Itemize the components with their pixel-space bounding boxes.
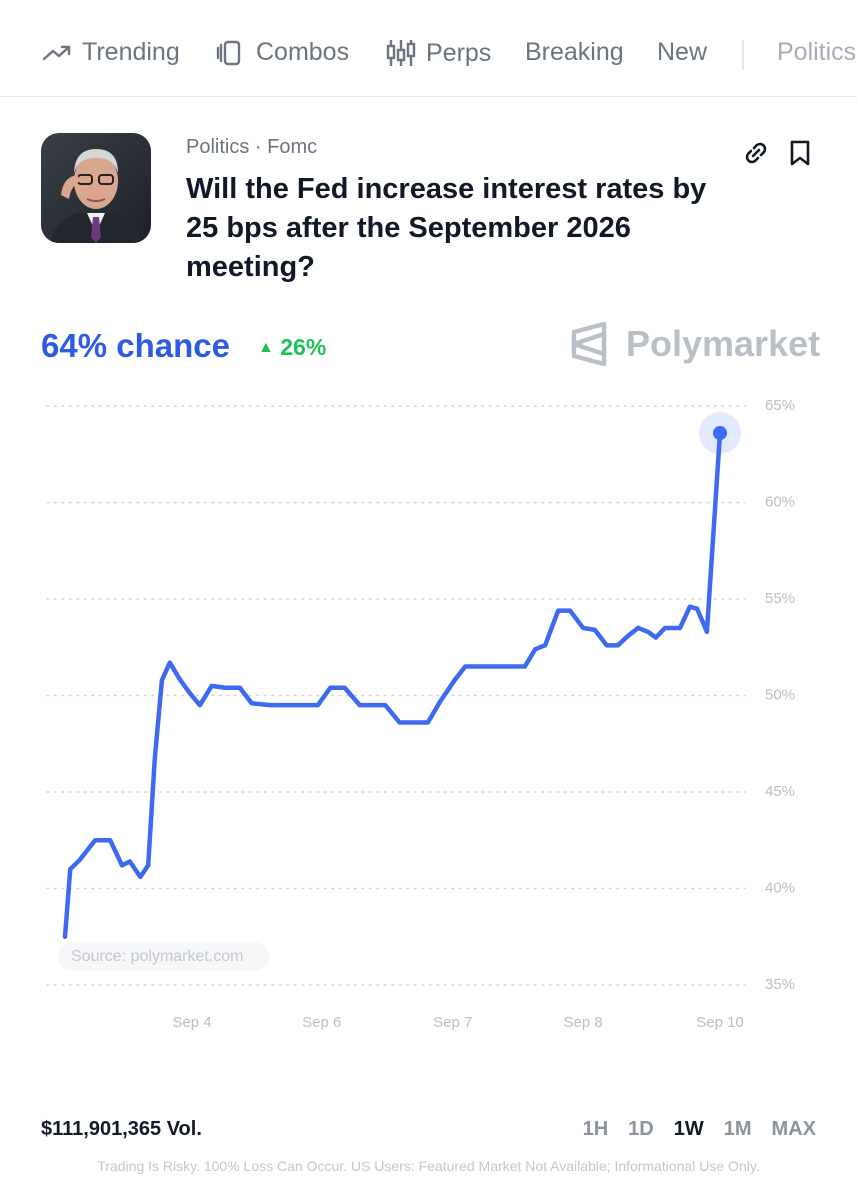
x-tick-label: Sep 7 [433,1014,472,1031]
source-badge [58,942,269,971]
brand-name: Polymarket [626,323,821,364]
range-selector: 1H 1D 1W 1M MAX [583,1118,816,1141]
disclaimer: Trading Is Risky. 100% Loss Can Occur. U… [97,1158,760,1174]
y-tick-label: 45% [765,783,795,800]
range-button[interactable]: 1M [723,1118,752,1140]
market-question: Will the Fed increase interest rates by … [186,173,707,283]
nav-perps[interactable]: Perps [386,38,491,68]
bookmark-button[interactable] [788,139,812,167]
market-image [41,133,151,243]
perps-icon [386,40,416,66]
chance-label: 64% chance [41,327,230,364]
nav-label: Combos [256,38,350,66]
y-tick-label: 35% [765,976,795,993]
top-nav: Trending Combos Perps Breaking New Polit… [0,0,857,97]
nav-label: Trending [82,38,180,66]
nav-label: Breaking [525,38,624,66]
nav-new[interactable]: New [657,38,707,67]
copy-link-button[interactable] [742,139,770,167]
y-tick-label: 60% [765,493,795,510]
y-tick-label: 40% [765,879,795,896]
up-arrow: ▲ [258,339,274,356]
brand-logo: Polymarket [570,322,820,366]
nav-label: New [657,38,708,66]
price-line [62,430,723,939]
trending-icon [42,45,71,60]
volume: $111,901,365 Vol. [41,1118,202,1140]
nav-politics[interactable]: Politics [777,38,856,67]
x-tick-label: Sep 10 [696,1014,744,1031]
end-point [713,426,727,441]
range-button[interactable]: 1W [673,1118,704,1140]
y-tick-label: 65% [765,397,795,414]
nav-combos[interactable]: Combos [216,38,349,67]
change-value: 26% [280,334,327,360]
change-label: ▲ 26% [258,334,326,361]
range-button[interactable]: 1D [628,1118,654,1140]
range-button[interactable]: MAX [771,1118,816,1140]
source-label: Source: polymarket.com [71,948,244,965]
portrait [41,133,151,243]
nav-label: Politics [777,38,857,66]
brand-icon [571,322,607,366]
nav-breaking[interactable]: Breaking [525,38,624,67]
combos-icon [216,40,241,65]
range-button[interactable]: 1H [582,1118,609,1140]
x-tick-label: Sep 8 [564,1014,603,1031]
nav-separator [742,40,744,70]
nav-trending[interactable]: Trending [42,38,180,67]
nav-label: Perps [426,38,492,67]
y-tick-label: 50% [765,686,795,703]
market-category: Politics · Fomc [186,136,318,158]
x-tick-label: Sep 4 [172,1014,211,1031]
price-chart: 35% 40% 45% 50% 55% 60% 65% Sep 4 Sep 6 Sep 7 Sep … [46,397,795,1031]
x-tick-label: Sep 6 [302,1014,341,1031]
y-tick-label: 55% [765,590,795,607]
